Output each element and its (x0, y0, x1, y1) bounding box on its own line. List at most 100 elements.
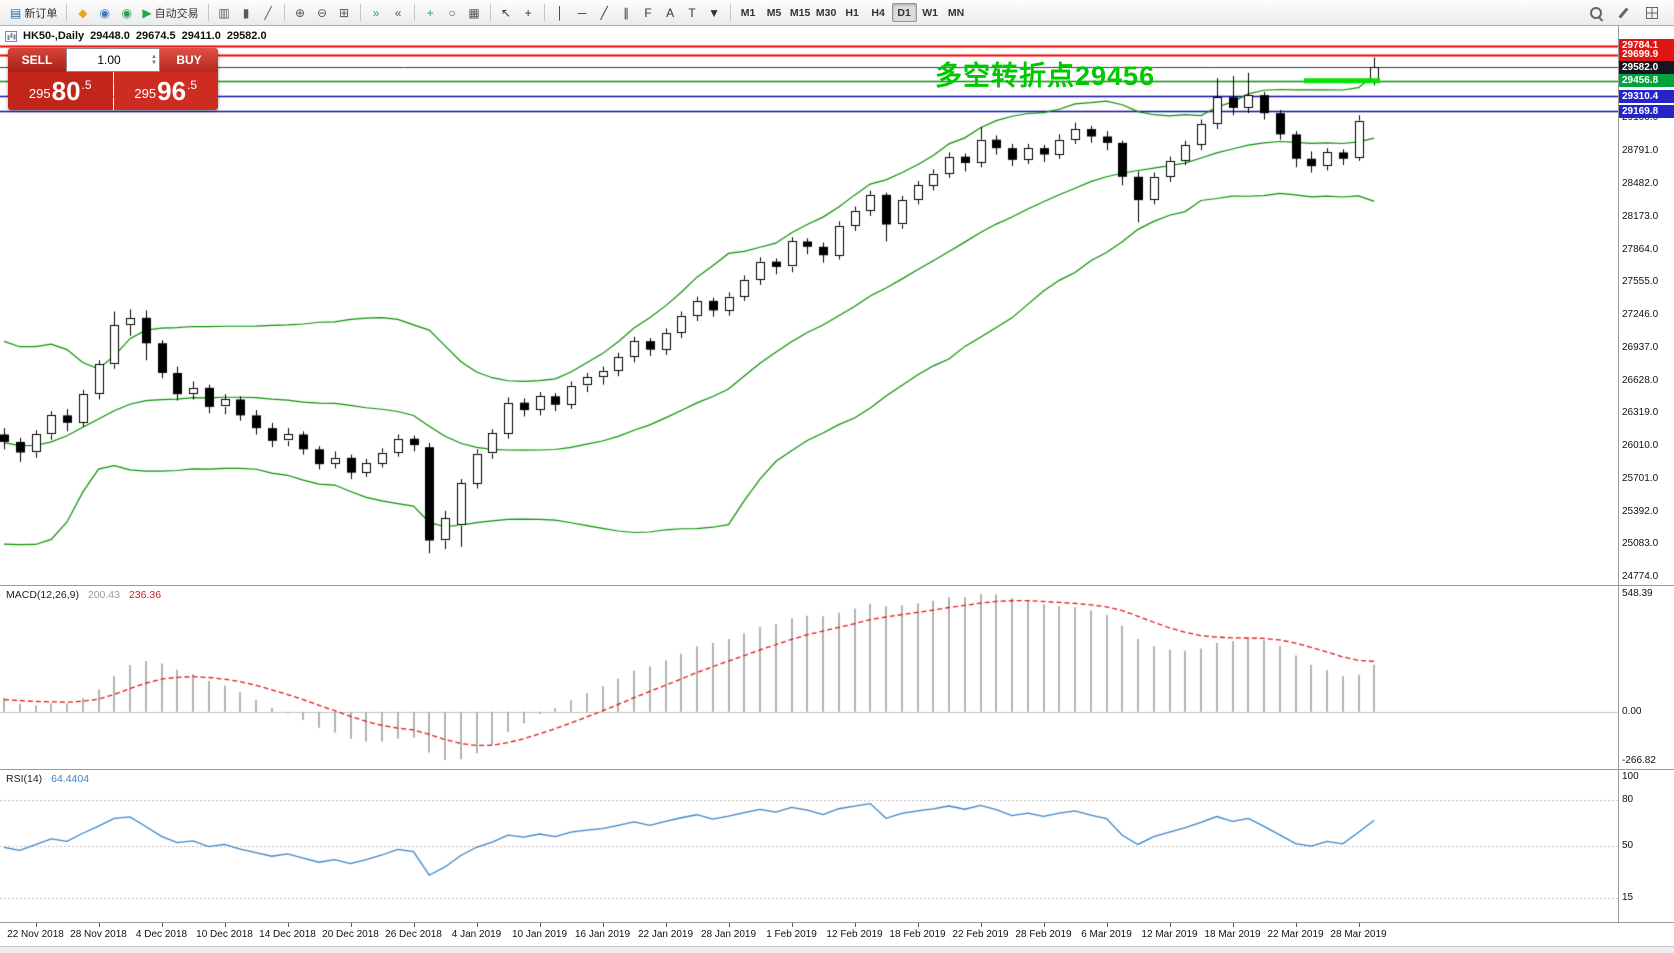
macd-main-value: 200.43 (87, 589, 120, 601)
sell-price[interactable]: 295 80 .5 (8, 72, 113, 110)
buy-price[interactable]: 295 96 .5 (113, 72, 218, 110)
toolbar-separator (66, 4, 68, 21)
indicators-button[interactable]: + (420, 3, 441, 23)
timeframe-w1-button[interactable]: W1 (922, 6, 938, 19)
date-label: 22 Feb 2019 (952, 929, 1009, 940)
horizontal-line-button[interactable]: ─ (572, 3, 593, 23)
date-label: 28 Jan 2019 (700, 929, 757, 940)
date-tick (1106, 923, 1108, 927)
price-tick-label: 27555.0 (1622, 276, 1659, 288)
chart-icon (5, 30, 17, 42)
auto-scroll-button[interactable]: » (366, 3, 387, 23)
date-label: 26 Dec 2018 (385, 929, 442, 940)
macd-signal-value: 236.36 (128, 589, 162, 601)
toolbar-separator (207, 4, 209, 21)
fibonacci-button[interactable]: F (638, 3, 659, 23)
community-button[interactable]: ◉ (94, 3, 115, 23)
chart-annotation-text: 多空转折点29456 (935, 61, 1156, 91)
vertical-line-button[interactable]: │ (550, 3, 571, 23)
price-level-tag: 29699.9 (1619, 48, 1674, 62)
volume-field[interactable]: 1.00 ▲ ▼ (66, 48, 160, 72)
mql5-button[interactable]: ◆ (72, 3, 93, 23)
channel-button[interactable]: ∥ (616, 3, 637, 23)
chart-shift-button[interactable]: « (388, 3, 409, 23)
text-button[interactable]: A (660, 3, 681, 23)
volume-value[interactable]: 1.00 (97, 53, 121, 67)
periods-icon: ○ (448, 5, 456, 20)
high-value: 29674.5 (135, 30, 176, 42)
edit-icon-button[interactable] (1612, 3, 1636, 23)
candles-mode-button[interactable]: ▮ (236, 3, 257, 23)
macd-axis-label: -266.82 (1622, 755, 1656, 766)
spinner-down-icon[interactable]: ▼ (151, 60, 157, 66)
templates-button[interactable]: ▦ (464, 3, 485, 23)
market-button[interactable]: ◉ (116, 3, 137, 23)
panel-separator[interactable] (0, 769, 1674, 770)
crosshair-button[interactable]: + (518, 3, 539, 23)
shapes-button[interactable]: ▼ (704, 3, 725, 23)
bottom-scrollbar-area[interactable] (0, 946, 1674, 953)
line-mode-button[interactable]: ╱ (258, 3, 279, 23)
horizontal-line-icon: ─ (577, 5, 587, 20)
price-tick-label: 29100.0 (1622, 112, 1659, 124)
chart-shift-icon: « (394, 5, 402, 20)
price-level-tag: 29582.0 (1619, 60, 1674, 74)
price-axis-line (1618, 26, 1619, 923)
auto-trading-button[interactable]: ▶ 自动交易 (138, 3, 202, 23)
date-tick (854, 923, 856, 927)
sell-price-fraction: .5 (81, 78, 92, 92)
trendline-button[interactable]: ╱ (594, 3, 615, 23)
vertical-line-icon: │ (556, 5, 564, 20)
tile-windows-button[interactable]: ⊞ (334, 3, 355, 23)
date-tick (35, 923, 37, 927)
buy-price-fraction: .5 (187, 78, 198, 92)
timeframe-m15-button[interactable]: M15 (789, 6, 811, 19)
toolbar-separator (283, 4, 285, 21)
one-click-top-row: SELL 1.00 ▲ ▼ BUY (8, 48, 218, 72)
timeframe-m1-button[interactable]: M1 (740, 6, 756, 19)
date-label: 18 Feb 2019 (889, 929, 946, 940)
grid-icon-button[interactable] (1640, 3, 1664, 23)
buy-button[interactable]: BUY (160, 48, 218, 72)
cursor-icon: ↖ (501, 5, 512, 20)
label-icon: T (688, 5, 696, 20)
bars-mode-button[interactable]: ▥ (214, 3, 235, 23)
timeframe-mn-button[interactable]: MN (947, 6, 965, 19)
timeframe-d1-button[interactable]: D1 (891, 3, 917, 22)
label-button[interactable]: T (682, 3, 703, 23)
macd-name: MACD(12,26,9) (6, 589, 79, 601)
price-tick-label: 26010.0 (1622, 440, 1659, 452)
timeframe-m30-button[interactable]: M30 (815, 6, 837, 19)
crosshair-icon: + (524, 5, 532, 20)
date-label: 28 Feb 2019 (1015, 929, 1072, 940)
periods-button[interactable]: ○ (442, 3, 463, 23)
zoom-out-button[interactable]: ⊖ (312, 3, 333, 23)
date-label: 18 Mar 2019 (1204, 929, 1261, 940)
cursor-button[interactable]: ↖ (496, 3, 517, 23)
zoom-in-button[interactable]: ⊕ (290, 3, 311, 23)
new-order-button[interactable]: ▤ 新订单 (6, 3, 61, 23)
search-icon-button[interactable] (1584, 3, 1608, 23)
price-tick-label: 25392.0 (1622, 505, 1659, 517)
shapes-icon: ▼ (708, 5, 721, 20)
sell-button[interactable]: SELL (8, 48, 66, 72)
price-tick-label: 24774.0 (1622, 571, 1659, 583)
date-label: 12 Mar 2019 (1141, 929, 1198, 940)
rsi-indicator-chart[interactable] (0, 770, 1618, 922)
date-tick (224, 923, 226, 927)
timeframe-h1-button[interactable]: H1 (845, 6, 859, 19)
timeframe-h4-button[interactable]: H4 (871, 6, 885, 19)
macd-indicator-chart[interactable] (0, 586, 1618, 768)
magnifier-icon (1588, 5, 1604, 21)
spinner-up-icon[interactable]: ▲ (151, 54, 157, 60)
price-tick-label: 27246.0 (1622, 309, 1659, 321)
date-tick (917, 923, 919, 927)
market-icon: ◉ (121, 5, 133, 20)
volume-spinner[interactable]: ▲ ▼ (151, 54, 159, 66)
line-mode-icon: ╱ (264, 5, 272, 20)
timeframe-m5-button[interactable]: M5 (766, 6, 782, 19)
main-price-chart[interactable] (0, 26, 1618, 585)
date-label: 22 Jan 2019 (637, 929, 694, 940)
panel-separator[interactable] (0, 585, 1674, 586)
date-label: 22 Nov 2018 (7, 929, 64, 940)
